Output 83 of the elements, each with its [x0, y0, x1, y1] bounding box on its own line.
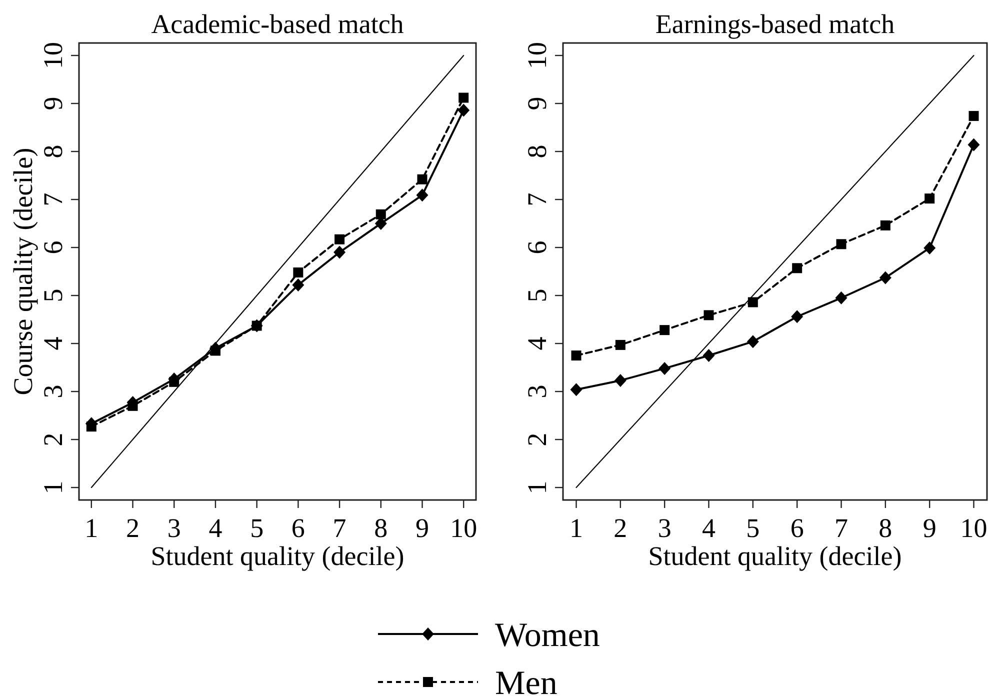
y-tick-label: 5 — [38, 288, 68, 302]
point — [292, 278, 304, 292]
y-tick-label: 2 — [38, 432, 68, 446]
point — [210, 346, 220, 356]
point — [658, 362, 671, 375]
x-tick-label: 9 — [415, 513, 429, 543]
x-tick-label: 9 — [922, 513, 936, 543]
point — [458, 92, 469, 103]
y-tick-label: 2 — [522, 432, 552, 446]
point — [968, 110, 979, 121]
point — [416, 188, 428, 202]
line-series — [576, 54, 974, 488]
x-tick-label: 2 — [614, 513, 628, 543]
x-tick-label: 4 — [702, 513, 716, 543]
point — [417, 174, 428, 184]
x-tick-label: 7 — [834, 513, 848, 543]
legend-label: Men — [495, 665, 558, 698]
point — [835, 291, 848, 304]
y-tick-label: 1 — [522, 480, 552, 494]
y-tick-label: 7 — [38, 192, 68, 206]
point — [293, 267, 304, 278]
point — [614, 374, 626, 387]
point — [252, 320, 262, 331]
line-series — [90, 54, 464, 488]
point — [334, 234, 345, 244]
y-tick-label: 10 — [522, 42, 552, 69]
point — [748, 297, 758, 308]
x-tick-label: 7 — [332, 513, 346, 543]
y-tick-label: 6 — [522, 240, 552, 254]
point — [458, 104, 470, 117]
y-tick-label: 8 — [522, 144, 552, 158]
x-tick-label: 8 — [878, 513, 892, 543]
point — [880, 220, 890, 230]
x-tick-label: 1 — [84, 513, 98, 543]
y-tick-label: 5 — [522, 288, 552, 302]
y-tick-label: 9 — [38, 96, 68, 110]
point — [836, 239, 846, 250]
point — [169, 376, 180, 387]
x-tick-label: 8 — [374, 513, 388, 543]
y-tick-label: 8 — [38, 144, 68, 158]
point — [376, 209, 386, 220]
x-axis-title: Student quality (decile) — [648, 541, 902, 571]
point — [792, 263, 802, 274]
point — [570, 383, 582, 396]
point — [924, 241, 936, 254]
point — [615, 340, 626, 350]
x-tick-label: 5 — [250, 513, 264, 543]
x-tick-label: 10 — [450, 513, 478, 543]
x-tick-label: 3 — [167, 513, 181, 543]
point — [128, 400, 138, 411]
y-axis-title: Course quality (decile) — [8, 148, 38, 396]
point — [879, 271, 892, 284]
point — [334, 246, 346, 259]
y-tick-label: 10 — [38, 42, 68, 69]
x-tick-label: 2 — [126, 513, 140, 543]
x-tick-label: 6 — [291, 513, 305, 543]
point — [791, 310, 804, 324]
point — [702, 349, 715, 362]
y-tick-label: 9 — [522, 96, 552, 110]
y-tick-label: 3 — [38, 384, 68, 398]
point — [86, 422, 96, 432]
point — [746, 335, 759, 348]
x-tick-label: 3 — [658, 513, 672, 543]
point — [924, 194, 935, 204]
y-tick-label: 7 — [522, 192, 552, 206]
x-axis-title: Student quality (decile) — [150, 541, 404, 571]
point — [704, 310, 714, 320]
point — [571, 350, 582, 361]
chart-title: Earnings-based match — [655, 9, 896, 39]
x-tick-label: 5 — [746, 513, 760, 543]
legend-label: Women — [495, 617, 600, 654]
y-tick-label: 1 — [38, 480, 68, 494]
x-tick-label: 1 — [570, 513, 583, 543]
point — [660, 325, 670, 336]
y-tick-label: 3 — [522, 384, 552, 398]
y-tick-label: 4 — [522, 336, 552, 350]
y-tick-label: 4 — [38, 336, 68, 350]
point — [968, 138, 980, 152]
y-tick-label: 6 — [38, 240, 68, 254]
x-tick-label: 6 — [790, 513, 804, 543]
chart-title: Academic-based match — [151, 9, 404, 39]
x-tick-label: 4 — [208, 513, 223, 543]
x-tick-label: 10 — [960, 513, 988, 543]
